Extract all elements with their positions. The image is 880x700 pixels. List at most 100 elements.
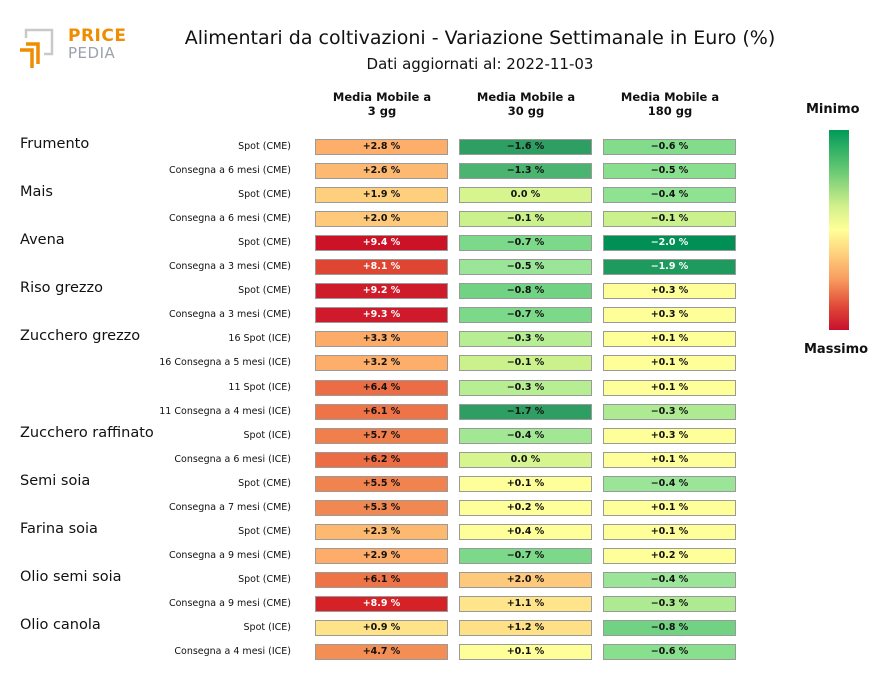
heatmap-cell: −0.4 % xyxy=(603,187,736,204)
heatmap-cell: −0.3 % xyxy=(459,331,592,348)
chart-subtitle: Dati aggiornati al: 2022-11-03 xyxy=(366,55,594,73)
group-label: Zucchero grezzo xyxy=(20,328,141,345)
column-header: Media Mobile a 3 gg xyxy=(332,90,432,118)
heatmap-cell: −1.9 % xyxy=(603,259,736,276)
group-label: Olio semi soia xyxy=(20,568,122,585)
heatmap-cell: +0.4 % xyxy=(459,523,592,540)
row-label: Consegna a 9 mesi (CME) xyxy=(168,597,291,609)
row-label: 16 Spot (ICE) xyxy=(228,333,291,345)
group-label: Mais xyxy=(20,184,53,201)
row-label: Spot (CME) xyxy=(238,141,291,152)
heatmap-cell: +6.4 % xyxy=(315,379,448,396)
heatmap-cell: −0.3 % xyxy=(459,379,592,396)
legend-min-label: Minimo xyxy=(806,102,860,117)
row-label: Consegna a 3 mesi (CME) xyxy=(168,261,291,273)
heatmap-cell: −0.6 % xyxy=(603,644,736,661)
heatmap-cell: +0.2 % xyxy=(459,499,592,516)
row-label: 11 Spot (ICE) xyxy=(228,381,291,393)
row-label: Consegna a 3 mesi (CME) xyxy=(168,309,291,321)
heatmap-cell: +0.1 % xyxy=(459,644,592,661)
group-label: Semi soia xyxy=(20,472,91,489)
heatmap-cell: +9.4 % xyxy=(315,235,448,252)
row-label: Spot (CME) xyxy=(238,525,291,537)
heatmap-cell: −0.1 % xyxy=(603,211,736,228)
logo-text-pedia: PEDIA xyxy=(68,44,116,62)
heatmap-cell: −1.6 % xyxy=(459,139,592,155)
row-label: Spot (CME) xyxy=(238,285,291,297)
row-label: Spot (ICE) xyxy=(243,622,291,633)
heatmap-cell: −0.1 % xyxy=(459,211,592,228)
heatmap-cell: +6.2 % xyxy=(315,451,448,468)
logo-mark-icon xyxy=(20,28,54,68)
heatmap-cell: −1.7 % xyxy=(459,403,592,420)
group-label: Avena xyxy=(20,232,65,249)
heatmap-cell: +6.1 % xyxy=(315,571,448,588)
heatmap-cell: +9.2 % xyxy=(315,283,448,300)
heatmap-cell: −0.4 % xyxy=(603,571,736,588)
heatmap-cell: 0.0 % xyxy=(459,187,592,204)
heatmap-cell: −0.3 % xyxy=(603,595,736,612)
logo-text-price: PRICE xyxy=(68,26,127,46)
heatmap-cell: +5.5 % xyxy=(315,475,448,492)
row-label: Spot (CME) xyxy=(238,573,291,585)
row-label: Consegna a 6 mesi (CME) xyxy=(168,165,291,177)
row-label: Spot (CME) xyxy=(238,189,291,201)
heatmap-cell: +5.7 % xyxy=(315,427,448,444)
heatmap-cell: +3.3 % xyxy=(315,331,448,348)
heatmap-cell: +1.2 % xyxy=(459,620,592,636)
heatmap-cell: +0.1 % xyxy=(603,331,736,348)
heatmap-cell: +0.1 % xyxy=(603,523,736,540)
heatmap-cell: −0.4 % xyxy=(603,475,736,492)
heatmap-cell: +4.7 % xyxy=(315,644,448,661)
group-label: Frumento xyxy=(20,136,90,152)
heatmap-cell: +8.9 % xyxy=(315,595,448,612)
heatmap-cell: +0.1 % xyxy=(603,499,736,516)
group-label: Zucchero raffinato xyxy=(20,424,154,441)
heatmap-cell: +2.0 % xyxy=(459,571,592,588)
heatmap-cell: +1.9 % xyxy=(315,187,448,204)
heatmap-cell: −0.3 % xyxy=(603,403,736,420)
heatmap-cell: −0.1 % xyxy=(459,355,592,372)
heatmap-cell: +0.1 % xyxy=(603,379,736,396)
heatmap-cell: +6.1 % xyxy=(315,403,448,420)
row-label: Spot (ICE) xyxy=(243,429,291,441)
heatmap-cell: 0.0 % xyxy=(459,451,592,468)
row-label: 11 Consegna a 4 mesi (ICE) xyxy=(159,405,291,417)
pricepedia-logo: PRICE PEDIA xyxy=(18,24,128,74)
group-label: Riso grezzo xyxy=(20,280,103,297)
heatmap-cell: +2.0 % xyxy=(315,211,448,228)
heatmap-cell: +0.9 % xyxy=(315,620,448,636)
heatmap-cell: +9.3 % xyxy=(315,307,448,324)
row-label: Consegna a 6 mesi (ICE) xyxy=(174,453,291,465)
heatmap-cell: +2.3 % xyxy=(315,523,448,540)
heatmap-cell: +0.1 % xyxy=(603,451,736,468)
row-label: Consegna a 9 mesi (CME) xyxy=(168,549,291,561)
heatmap-cell: −0.8 % xyxy=(603,620,736,636)
heatmap-cell: −0.7 % xyxy=(459,307,592,324)
legend-max-label: Massimo xyxy=(804,342,869,357)
heatmap-cell: +5.3 % xyxy=(315,499,448,516)
heatmap-cell: +3.2 % xyxy=(315,355,448,372)
heatmap-cell: −0.7 % xyxy=(459,235,592,252)
heatmap-cell: +0.1 % xyxy=(603,355,736,372)
row-label: Spot (CME) xyxy=(238,237,291,249)
row-label: Spot (CME) xyxy=(238,477,291,489)
column-header: Media Mobile a 30 gg xyxy=(476,90,576,118)
heatmap-cell: +1.1 % xyxy=(459,595,592,612)
heatmap-cell: −1.3 % xyxy=(459,163,592,180)
heatmap-cell: +0.2 % xyxy=(603,547,736,564)
heatmap-cell: +2.6 % xyxy=(315,163,448,180)
heatmap-cell: +0.1 % xyxy=(459,475,592,492)
heatmap-cell: −0.5 % xyxy=(459,259,592,276)
heatmap-cell: −0.5 % xyxy=(603,163,736,180)
heatmap-cell: +0.3 % xyxy=(603,307,736,324)
heatmap-cell: +0.3 % xyxy=(603,427,736,444)
color-scale-bar xyxy=(829,130,849,330)
heatmap-cell: +0.3 % xyxy=(603,283,736,300)
heatmap-cell: −0.8 % xyxy=(459,283,592,300)
heatmap-cell: −2.0 % xyxy=(603,235,736,252)
group-label: Farina soia xyxy=(20,520,98,537)
row-label: Consegna a 6 mesi (CME) xyxy=(168,213,291,225)
row-label: Consegna a 4 mesi (ICE) xyxy=(174,646,291,658)
heatmap-cell: +8.1 % xyxy=(315,259,448,276)
